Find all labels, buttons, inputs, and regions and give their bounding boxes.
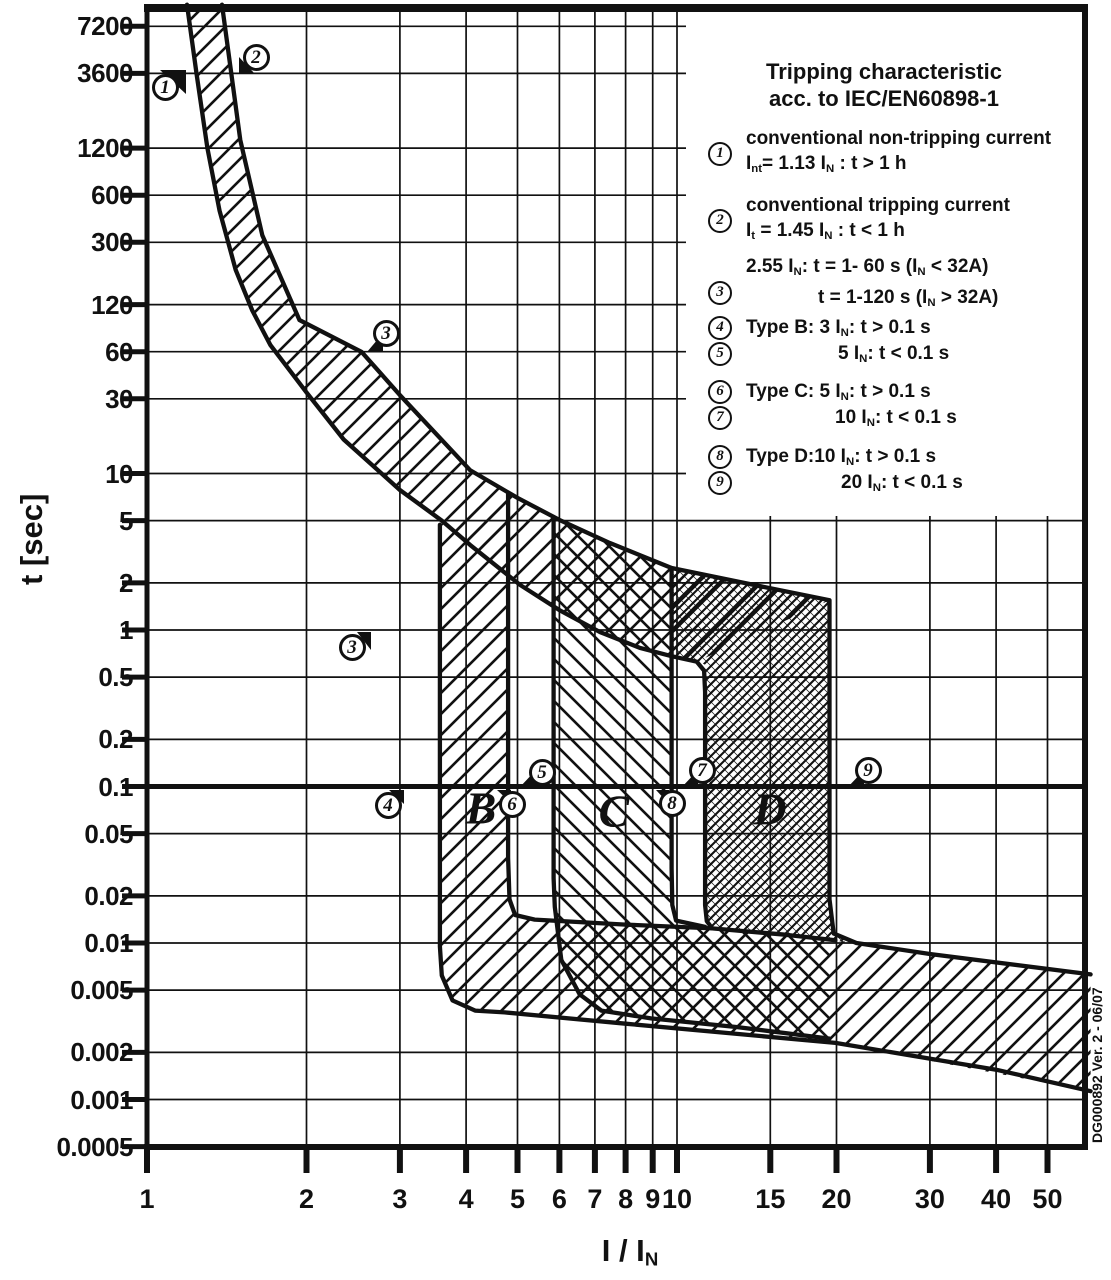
legend-num-7: 7: [708, 406, 732, 430]
legend-item-9: 9 20 IN: t < 0.1 s: [686, 470, 1082, 501]
curve-tripping-upper: [219, 2, 1093, 977]
legend-item-6: 6 Type C: 5 IN: t > 0.1 s: [686, 379, 1082, 410]
axes-frame: [122, 4, 1088, 1173]
legend-title-line1: Tripping characteristic: [766, 59, 1002, 84]
legend-item-3-line2: t = 1-120 s (IN > 32A): [818, 286, 999, 309]
legend-item-8: 8 Type D:10 IN: t > 0.1 s: [686, 444, 1082, 475]
legend-item-5-line1: 5 IN: t < 0.1 s: [838, 343, 950, 365]
legend-item-1-line1: conventional non-tripping current: [746, 128, 1052, 149]
legend-num-8: 8: [708, 445, 732, 469]
legend-num-9: 9: [708, 471, 732, 495]
legend-item-1-line2: Int= 1.13 IN : t > 1 h: [746, 153, 907, 175]
flag-3-lower: [357, 632, 371, 650]
legend-item-9-line1: 20 IN: t < 0.1 s: [841, 472, 963, 494]
legend-num-1: 1: [708, 142, 732, 166]
flag-4: [389, 790, 404, 804]
legend-item-1: 1 conventional non-tripping current Int=…: [686, 126, 1082, 182]
legend-item-8-line1: Type D:10 IN: t > 0.1 s: [746, 446, 937, 468]
legend-item-4-line1: Type B: 3 IN: t > 0.1 s: [746, 317, 931, 339]
legend-num-2: 2: [708, 209, 732, 233]
legend-item-7: 7 10 IN: t < 0.1 s: [686, 405, 1082, 436]
flag-2: [239, 57, 255, 74]
characteristic-curves: [184, 2, 1093, 1094]
legend-item-3-line1: 2.55 IN: t = 1- 60 s (IN < 32A): [746, 256, 989, 278]
legend-title-line2: acc. to IEC/EN60898-1: [769, 86, 999, 111]
legend-item-2: 2 conventional tripping current It = 1.4…: [686, 193, 1082, 249]
curve-b-min-fold: [437, 522, 1093, 1094]
legend-item-5: 5 5 IN: t < 0.1 s: [686, 341, 1082, 372]
legend-item-6-line1: Type C: 5 IN: t > 0.1 s: [746, 381, 931, 403]
legend-title: Tripping characteristic acc. to IEC/EN60…: [686, 58, 1082, 112]
legend-item-4: 4 Type B: 3 IN: t > 0.1 s: [686, 315, 1082, 346]
flag-3-upper: [367, 333, 383, 352]
curve-non-tripping-lower: [184, 2, 715, 931]
curve-c-min-fold: [551, 514, 832, 1041]
legend-item-2-line2: It = 1.45 IN : t < 1 h: [746, 220, 905, 242]
type-d-band: [671, 568, 857, 943]
legend-num-3: 3: [708, 281, 732, 305]
y-axis-title: t [sec]: [14, 493, 49, 585]
legend-item-7-line1: 10 IN: t < 0.1 s: [835, 407, 957, 429]
legend-num-4: 4: [708, 316, 732, 340]
legend-item-2-line1: conventional tripping current: [746, 195, 1010, 216]
x-axis-title: I / IN: [601, 1233, 659, 1270]
legend-num-6: 6: [708, 380, 732, 404]
legend-num-5: 5: [708, 342, 732, 366]
legend-box: Tripping characteristic acc. to IEC/EN60…: [686, 12, 1082, 516]
type-c-band: [553, 517, 830, 1039]
legend-item-3: 3 2.55 IN: t = 1- 60 s (IN < 32A) t = 1-…: [686, 254, 1082, 316]
curve-b-max-fold: [505, 490, 838, 943]
curve-c-max-fold: [669, 565, 708, 929]
document-reference-sidenote: DG000892 Ver. 2 - 06/07: [1089, 987, 1105, 1143]
